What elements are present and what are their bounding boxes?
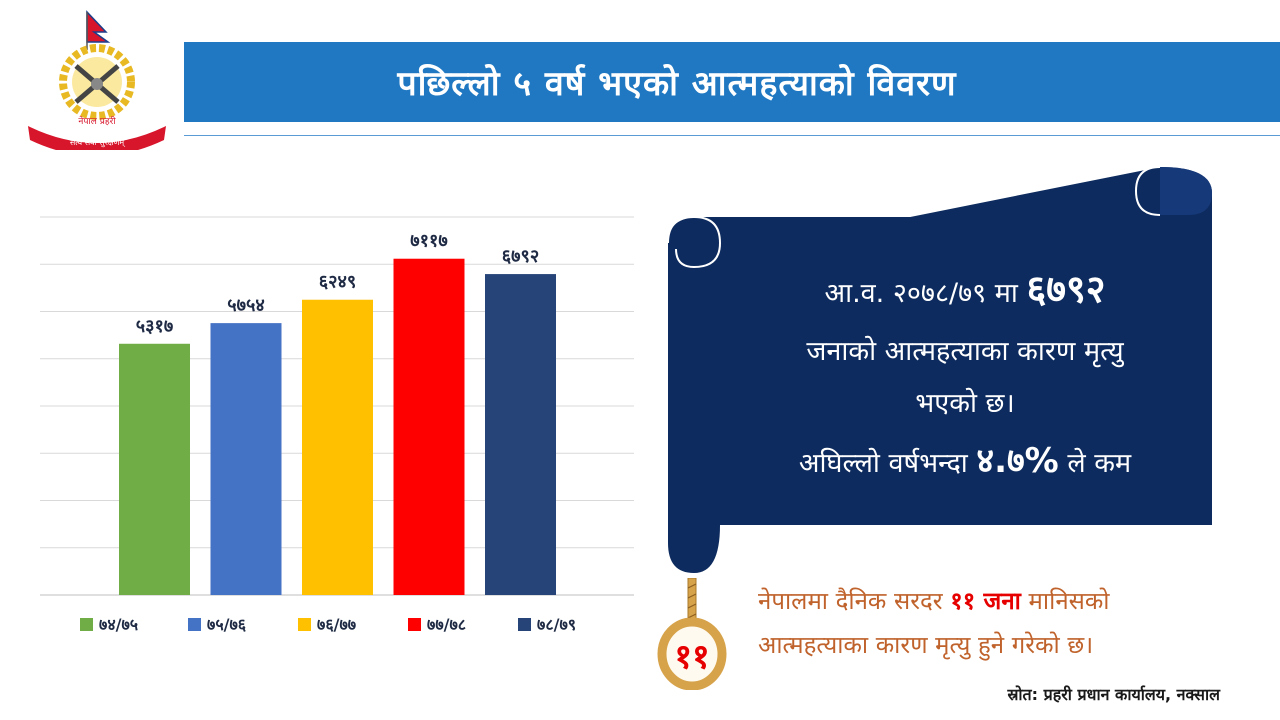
source-credit: स्रोत: प्रहरी प्रधान कार्यालय, नक्साल <box>1007 685 1220 704</box>
data-label-4: ७११७ <box>410 231 447 252</box>
highlight-scroll <box>667 166 1212 573</box>
legend-label-4: ७७/७८ <box>427 615 466 634</box>
title-divider <box>184 135 1280 136</box>
bar-2 <box>210 323 282 595</box>
noose-number: ११ <box>674 637 709 677</box>
highlight-value: ६७९२ <box>1026 267 1106 311</box>
data-label-5: ६७९२ <box>502 246 539 267</box>
chart-data-labels: ५३१७ ५७५४ ६२४९ ७११७ ६७९२ <box>136 231 539 337</box>
page-title: पछिल्लो ५ वर्ष भएको आत्महत्याको विवरण <box>397 64 957 104</box>
daily-fact-line-2: आत्महत्याका कारण मृत्यु हुने गरेको छ। <box>758 631 1094 659</box>
bar-1 <box>119 343 190 595</box>
change-percent: ४.७% <box>976 441 1059 481</box>
data-label-3: ६२४९ <box>319 272 356 293</box>
legend-swatch-1 <box>80 618 93 631</box>
highlight-line-2b: भएको छ। <box>915 388 1015 419</box>
bar-3 <box>302 299 373 595</box>
logo-top-text: नेपाल प्रहरी <box>78 115 116 127</box>
legend-label-3: ७६/७७ <box>317 615 356 634</box>
legend-swatch-5 <box>518 618 531 631</box>
highlight-line-1: आ.व. २०७८/७९ मा ६७९२ <box>720 262 1210 314</box>
change-suffix: ले कम <box>1067 448 1132 479</box>
highlight-line-3: अघिल्लो वर्षभन्दा ४.७% ले कम <box>720 436 1210 482</box>
chart-legend: ७४/७५ ७५/७६ ७६/७७ ७७/७८ ७८/७९ <box>80 615 576 634</box>
highlight-line-2: जनाको आत्महत्याका कारण मृत्यु भएको छ। <box>720 326 1210 430</box>
change-prefix: अघिल्लो वर्षभन्दा <box>798 448 968 479</box>
bar-chart: ५३१७ ५७५४ ६२४९ ७११७ ६७९२ ७४/७५ ७५/७६ ७६/७७ ७७/७… <box>40 216 634 634</box>
bar-5 <box>485 274 556 595</box>
data-label-2: ५७५४ <box>227 295 264 316</box>
fact-text-b: मानिसको <box>1028 587 1110 615</box>
highlight-line-2a: जनाको आत्महत्याका कारण मृत्यु <box>806 336 1124 367</box>
fact-text-a: नेपालमा दैनिक सरदर <box>758 587 943 615</box>
noose-icon: ११ <box>657 578 727 690</box>
bar-4 <box>393 258 465 595</box>
highlight-prefix: आ.व. २०७८/७९ मा <box>824 278 1018 309</box>
logo-motto-text: सत्य सेवा सुरक्षणम् <box>70 137 126 148</box>
legend-label-1: ७४/७५ <box>99 615 138 634</box>
nepal-police-logo: नेपाल प्रहरी सत्य सेवा सुरक्षणम् <box>28 10 166 150</box>
daily-fact-line-1: नेपालमा दैनिक सरदर ११ जना मानिसको <box>758 584 1110 617</box>
legend-swatch-2 <box>188 618 201 631</box>
chart-bars <box>119 258 556 595</box>
legend-label-5: ७८/७९ <box>537 615 576 634</box>
legend-swatch-3 <box>298 618 311 631</box>
legend-label-2: ७५/७६ <box>207 615 247 634</box>
legend-swatch-4 <box>408 618 421 631</box>
title-banner: पछिल्लो ५ वर्ष भएको आत्महत्याको विवरण <box>184 42 1280 122</box>
fact-highlight: ११ जना <box>950 587 1021 615</box>
data-label-1: ५३१७ <box>136 316 173 337</box>
